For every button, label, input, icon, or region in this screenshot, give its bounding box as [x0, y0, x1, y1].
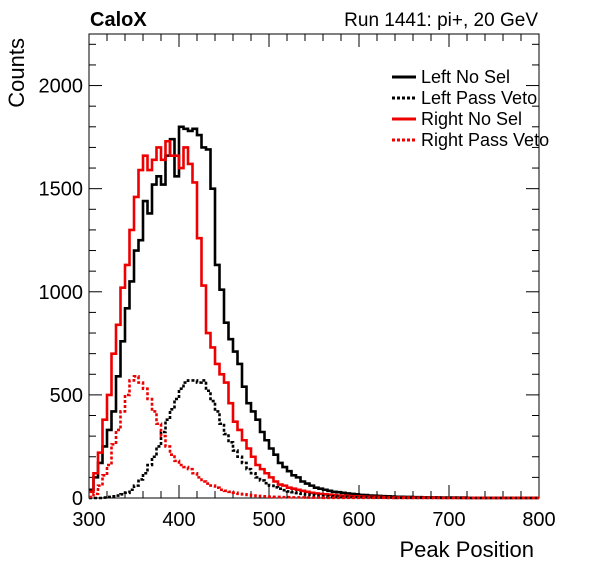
series-line-left-no-sel — [89, 125, 539, 500]
series-line-left-pass-veto — [89, 379, 539, 500]
y-tick-label: 1500 — [39, 179, 84, 201]
series-line-right-no-sel — [89, 139, 539, 500]
x-tick-label: 700 — [432, 509, 465, 531]
legend-label: Right No Sel — [421, 109, 522, 129]
legend-label: Right Pass Veto — [421, 130, 549, 150]
x-tick-label: 300 — [72, 509, 105, 531]
y-tick-label: 0 — [72, 488, 83, 510]
legend-label: Left Pass Veto — [421, 88, 537, 108]
legend-label: Left No Sel — [421, 67, 510, 87]
x-axis-title: Peak Position — [399, 537, 534, 562]
x-tick-label: 500 — [252, 509, 285, 531]
y-tick-label: 1000 — [39, 282, 84, 304]
y-tick-label: 2000 — [39, 76, 84, 98]
series-line-right-pass-veto — [89, 375, 539, 500]
experiment-label: CaloX — [90, 9, 147, 31]
x-tick-label: 400 — [162, 509, 195, 531]
x-tick-label: 600 — [342, 509, 375, 531]
x-tick-label: 800 — [522, 509, 555, 531]
y-axis-title: Counts — [4, 38, 29, 108]
run-label: Run 1441: pi+, 20 GeV — [344, 10, 538, 31]
y-tick-label: 500 — [50, 385, 83, 407]
